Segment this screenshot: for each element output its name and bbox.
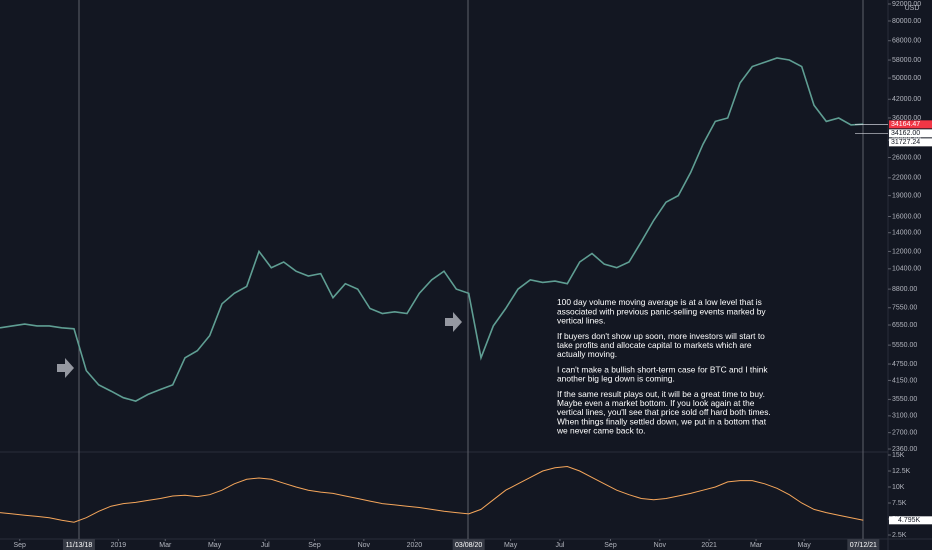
x-tick-highlight (847, 539, 880, 550)
y-tick-label: 8800.00 (892, 286, 917, 293)
x-tick-label: Mar (159, 542, 172, 549)
annotation-line: associated with previous panic-selling e… (557, 306, 766, 316)
y-tick-label: 7.5K (892, 500, 907, 507)
y-tick-label: 2.5K (892, 532, 907, 539)
annotation-line: When things finally settled down, we put… (557, 416, 767, 426)
y-tick-label: 15K (892, 452, 905, 459)
x-tick-label: 11/13/18 (66, 542, 93, 549)
annotation-line: take profits and allocate capital to mar… (557, 340, 752, 350)
x-tick-highlight (452, 539, 485, 550)
y-tick-label: 36000.00 (892, 115, 921, 122)
x-tick-highlight (62, 539, 95, 550)
x-tick-label: Sep (604, 542, 617, 549)
y-tick-label: 5550.00 (892, 342, 917, 349)
arrow (445, 312, 462, 332)
axis-unit: USD (905, 5, 920, 12)
y-tick-label: 68000.00 (892, 38, 921, 45)
y-tick-label: 6550.00 (892, 322, 917, 329)
y-tick-label: 2700.00 (892, 429, 917, 436)
x-tick-label: 2020 (407, 542, 423, 549)
x-tick-label: Jul (261, 542, 270, 549)
annotation-line: vertical lines. (557, 316, 605, 326)
y-tick-label: 10K (892, 484, 905, 491)
y-tick-label: 4750.00 (892, 361, 917, 368)
annotation-line: If the same result plays out, it will be… (557, 389, 765, 399)
annotation-line: another big leg down is coming. (557, 374, 675, 384)
annotation-line: Maybe even a market bottom. If you look … (557, 398, 755, 408)
last-label: 4.795K (898, 517, 921, 524)
annotation-line: If buyers don't show up soon, more inves… (557, 331, 765, 341)
y-tick-label: 19000.00 (892, 192, 921, 199)
price-label-box (889, 129, 932, 138)
y-tick-label: 10400.00 (892, 266, 921, 273)
annotation-line: actually moving. (557, 349, 617, 359)
y-tick-label: 50000.00 (892, 75, 921, 82)
x-tick-label: 2021 (701, 542, 717, 549)
last-label-box (889, 516, 932, 525)
x-tick-label: May (504, 542, 518, 549)
y-tick-label: 12.5K (892, 468, 911, 475)
price-label-box (889, 138, 932, 147)
y-tick-label: 22000.00 (892, 175, 921, 182)
price-label: 34162.00 (891, 130, 920, 137)
x-tick-label: 03/08/20 (455, 542, 482, 549)
x-tick-label: Sep (13, 542, 26, 549)
series-line (0, 465, 864, 523)
y-tick-label: 2360.00 (892, 446, 917, 453)
x-tick-label: 07/12/21 (850, 542, 877, 549)
x-tick-label: May (798, 542, 812, 549)
x-tick-label: 2019 (111, 542, 127, 549)
y-tick-label: 7550.00 (892, 305, 917, 312)
annotation-line: 100 day volume moving average is at a lo… (557, 297, 762, 307)
y-tick-label: 42000.00 (892, 96, 921, 103)
y-tick-label: 3550.00 (892, 396, 917, 403)
y-tick-label: 92000.00 (892, 1, 921, 8)
x-tick-label: Sep (308, 542, 321, 549)
annotation-line: vertical lines, you'll see that price so… (557, 407, 771, 417)
series-line (0, 57, 864, 402)
price-label: 34164.47 (891, 121, 920, 128)
y-tick-label: 14000.00 (892, 230, 921, 237)
x-tick-label: Nov (654, 542, 667, 549)
x-tick-label: Mar (750, 542, 763, 549)
price-label-box (889, 120, 932, 129)
y-tick-label: 12000.00 (892, 248, 921, 255)
x-tick-label: Jul (555, 542, 564, 549)
x-tick-label: May (208, 542, 222, 549)
y-tick-label: 26000.00 (892, 154, 921, 161)
y-tick-label: 16000.00 (892, 213, 921, 220)
y-tick-label: 58000.00 (892, 57, 921, 64)
x-tick-label: Nov (358, 542, 371, 549)
price-label: 31727.24 (891, 139, 920, 146)
y-tick-label: 80000.00 (892, 18, 921, 25)
y-tick-label: 3100.00 (892, 413, 917, 420)
annotation-line: we never came back to. (556, 426, 645, 436)
arrow (57, 358, 74, 378)
y-tick-label: 4150.00 (892, 377, 917, 384)
annotation-line: I can't make a bullish short-term case f… (557, 364, 768, 374)
